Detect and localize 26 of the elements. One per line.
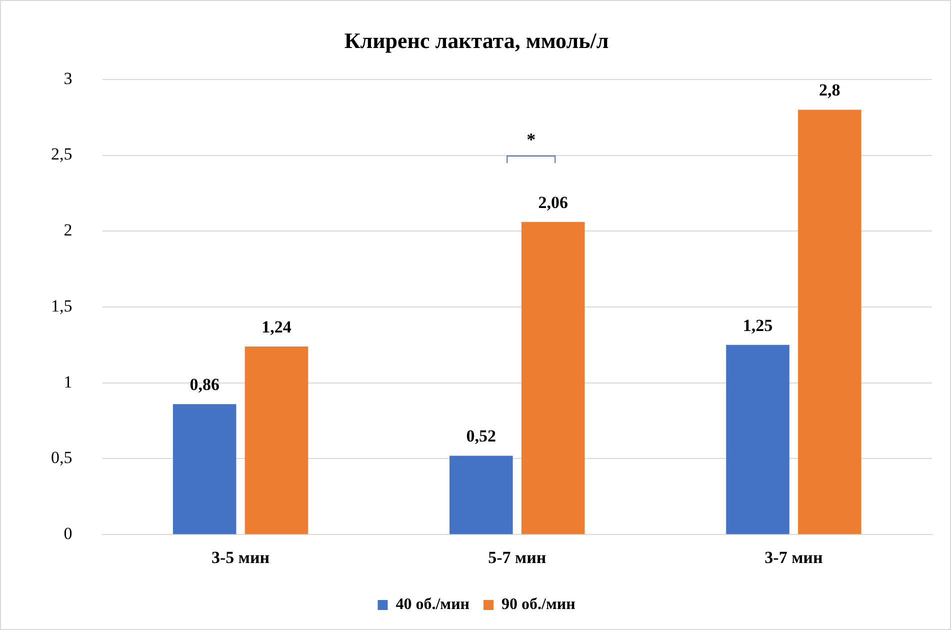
y-tick-label: 2,5 <box>51 144 72 164</box>
y-tick-label: 1 <box>64 372 72 392</box>
y-tick-label: 3 <box>64 68 72 88</box>
data-label: 1,25 <box>742 316 773 335</box>
bar <box>244 346 308 534</box>
y-tick-label: 1,5 <box>51 296 72 316</box>
bar <box>521 222 585 534</box>
bar <box>450 456 513 534</box>
data-label: 0,52 <box>466 426 496 446</box>
legend-label: 40 об./мин <box>396 596 470 614</box>
chart-title: Клиренс лактата, ммоль/л <box>344 28 609 53</box>
legend-label: 90 об./мин <box>502 596 576 614</box>
y-tick-label: 0,5 <box>51 448 72 468</box>
data-label: 2,06 <box>538 192 568 212</box>
x-tick-label: 3-5 мин <box>211 548 270 568</box>
data-label: 1,24 <box>262 317 292 336</box>
data-label: 2,8 <box>819 80 840 100</box>
y-tick-label: 2 <box>64 220 72 240</box>
annotation: * <box>526 130 536 150</box>
y-tick-label: 0 <box>64 524 72 544</box>
x-tick-label: 5-7 мин <box>488 548 546 568</box>
bar <box>172 404 236 534</box>
bar <box>798 110 862 534</box>
x-tick-label: 3-7 мин <box>764 548 823 568</box>
bar <box>726 344 790 534</box>
data-label: 0,86 <box>190 375 220 394</box>
